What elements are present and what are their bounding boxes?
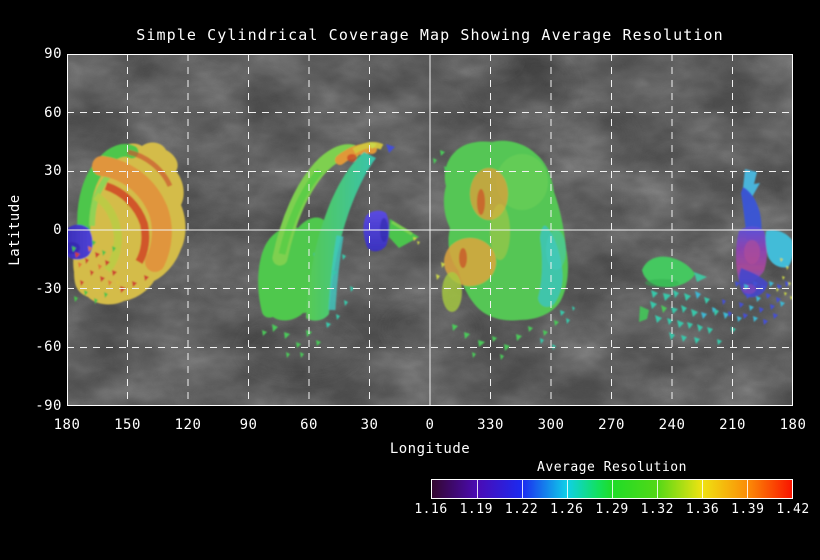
colorbar-tick-label: 1.26	[550, 502, 584, 517]
plot-frame	[67, 54, 793, 406]
x-axis-ticks: 180 150 120 90 60 30 0 330 300 270 240 2…	[54, 417, 806, 435]
y-tick-label: 60	[44, 105, 62, 121]
grid-lines	[67, 54, 793, 406]
x-tick-label: 150	[114, 417, 141, 433]
y-tick-label: 90	[44, 46, 62, 62]
coverage-patch-southeast	[639, 256, 742, 345]
x-tick-label: 60	[300, 417, 318, 433]
colorbar-ticks: 1.16 1.19 1.22 1.26 1.29 1.32 1.36 1.39 …	[414, 502, 809, 518]
colorbar-separator	[567, 480, 568, 498]
colorbar-tick-label: 1.29	[595, 502, 629, 517]
colorbar-separator	[747, 480, 748, 498]
colorbar-tick-label: 1.42	[776, 502, 810, 517]
y-tick-label: 0	[53, 222, 62, 238]
y-tick-label: -30	[35, 281, 62, 297]
x-tick-label: 330	[477, 417, 504, 433]
colorbar-separator	[477, 480, 478, 498]
coverage-patch-east-limb	[712, 169, 793, 325]
colorbar-tick-label: 1.16	[414, 502, 448, 517]
y-tick-label: -60	[35, 339, 62, 355]
x-tick-label: 270	[598, 417, 625, 433]
colorbar-tick-label: 1.36	[685, 502, 720, 517]
x-tick-label: 120	[174, 417, 202, 433]
colorbar-tick-label: 1.22	[504, 502, 539, 517]
x-tick-label: 240	[658, 417, 686, 433]
colorbar-separator	[522, 480, 523, 498]
coverage-patch-west-fan	[67, 142, 186, 305]
colorbar	[431, 479, 793, 499]
x-tick-label: 180	[779, 417, 807, 433]
plot-title: Simple Cylindrical Coverage Map Showing …	[136, 26, 724, 44]
colorbar-tick-label: 1.39	[731, 502, 765, 517]
x-tick-label: 90	[239, 417, 258, 433]
y-tick-label: 30	[44, 163, 62, 179]
x-tick-label: 210	[719, 417, 746, 433]
colorbar-tick-label: 1.19	[459, 502, 493, 517]
x-tick-label: 0	[425, 417, 435, 433]
colorbar-separator	[612, 480, 613, 498]
y-tick-label: -90	[35, 398, 62, 414]
x-tick-label: 30	[360, 417, 379, 433]
x-tick-label: 300	[537, 417, 565, 433]
colorbar-separator	[657, 480, 658, 498]
x-tick-label: 180	[53, 417, 81, 433]
coverage-patch-east-mass	[433, 140, 575, 360]
colorbar-tick-label: 1.32	[640, 502, 674, 517]
x-axis-title: Longitude	[389, 441, 471, 457]
colorbar-title: Average Resolution	[537, 460, 687, 475]
colorbar-separator	[702, 480, 703, 498]
